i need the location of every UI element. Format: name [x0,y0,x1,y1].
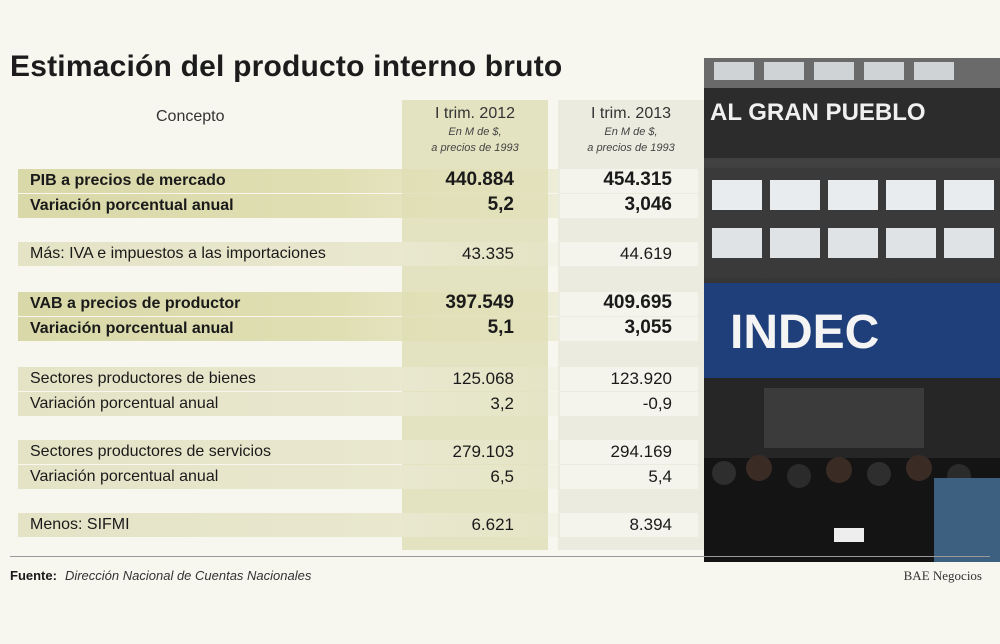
row-label: Variación porcentual anual [30,197,234,214]
row-label: Menos: SIFMI [30,516,130,533]
row-value-2013: 8.394 [629,515,672,534]
row-label: Más: IVA e impuestos a las importaciones [30,245,326,262]
table-row: Variación porcentual anual 5,2 3,046 [18,194,698,218]
publisher-credit: BAE Negocios [903,568,982,583]
row-bar [18,465,558,489]
indec-building-photo: AL GRAN PUEBLO INDEC [704,58,1000,562]
row-value-2012: 5,1 [487,317,514,338]
row-value-2012: 43.335 [462,244,514,263]
row-value-2013: 3,055 [624,317,672,338]
column-header-2013: I trim. 2013 En M de $, a precios de 199… [558,105,704,160]
row-value-2013: 294.169 [610,442,672,461]
source-text: Dirección Nacional de Cuentas Nacionales [64,568,312,583]
row-label: VAB a precios de productor [30,295,241,312]
row-2013-cell [560,367,698,391]
concept-header: Concepto [156,108,225,125]
table-row: Variación porcentual anual 6,5 5,4 [18,465,698,489]
building-sign-text: AL GRAN PUEBLO [710,99,926,126]
column-2012-base: a precios de 1993 [431,142,519,154]
row-value-2012: 3,2 [490,394,514,413]
row-value-2013: 454.315 [603,169,672,190]
page-title: Estimación del producto interno bruto [10,50,563,83]
row-value-2013: -0,9 [642,394,672,413]
row-2013-cell [560,465,698,489]
row-2013-cell [560,392,698,416]
row-label: PIB a precios de mercado [30,172,226,189]
row-value-2012: 440.884 [445,169,514,190]
column-2013-unit: En M de $, [604,126,658,138]
column-header-2012: I trim. 2012 En M de $, a precios de 199… [402,105,548,160]
table-row: Más: IVA e impuestos a las importaciones… [18,242,698,266]
column-2012-unit: En M de $, [448,126,502,138]
row-bar [18,513,558,537]
row-value-2012: 279.103 [452,442,514,461]
row-value-2013: 5,4 [648,467,672,486]
row-bar [18,392,558,416]
row-label: Sectores productores de bienes [30,370,256,387]
row-2013-cell [560,194,698,218]
row-bar [18,169,558,193]
row-2013-cell [560,317,698,341]
row-bar [18,194,558,218]
row-value-2012: 6.621 [471,515,514,534]
column-2013-base: a precios de 1993 [587,142,675,154]
row-value-2013: 409.695 [603,292,672,313]
row-value-2012: 6,5 [490,467,514,486]
row-bar [18,317,558,341]
row-label: Variación porcentual anual [30,395,219,412]
building-illustration: AL GRAN PUEBLO INDEC [704,58,1000,562]
row-2013-cell [560,440,698,464]
row-value-2013: 44.619 [620,244,672,263]
table-row: VAB a precios de productor 397.549 409.6… [18,292,698,316]
row-value-2012: 125.068 [452,369,514,388]
row-label: Variación porcentual anual [30,468,219,485]
table-row: Variación porcentual anual 3,2 -0,9 [18,392,698,416]
source-note: Fuente: Dirección Nacional de Cuentas Nac… [10,568,311,583]
row-bar [18,292,558,316]
row-value-2013: 3,046 [624,194,672,215]
row-label: Sectores productores de servicios [30,443,271,460]
footer-divider [10,556,990,557]
row-value-2012: 397.549 [445,292,514,313]
row-value-2012: 5,2 [487,194,514,215]
table-row: PIB a precios de mercado 440.884 454.315 [18,169,698,193]
table-row: Variación porcentual anual 5,1 3,055 [18,317,698,341]
indec-logo-text: INDEC [730,306,879,359]
table-row: Menos: SIFMI 6.621 8.394 [18,513,698,537]
row-2013-cell [560,513,698,537]
column-2012-label: I trim. 2012 [434,105,516,122]
row-bar [18,440,558,464]
row-2013-cell [560,169,698,193]
table-row: Sectores productores de servicios 279.10… [18,440,698,464]
row-bar [18,242,558,266]
source-label: Fuente: [10,568,57,583]
row-label: Variación porcentual anual [30,320,234,337]
row-2013-cell [560,292,698,316]
row-value-2013: 123.920 [610,369,672,388]
column-2013-label: I trim. 2013 [590,105,672,122]
table-row: Sectores productores de bienes 125.068 1… [18,367,698,391]
row-2013-cell [560,242,698,266]
row-bar [18,367,558,391]
